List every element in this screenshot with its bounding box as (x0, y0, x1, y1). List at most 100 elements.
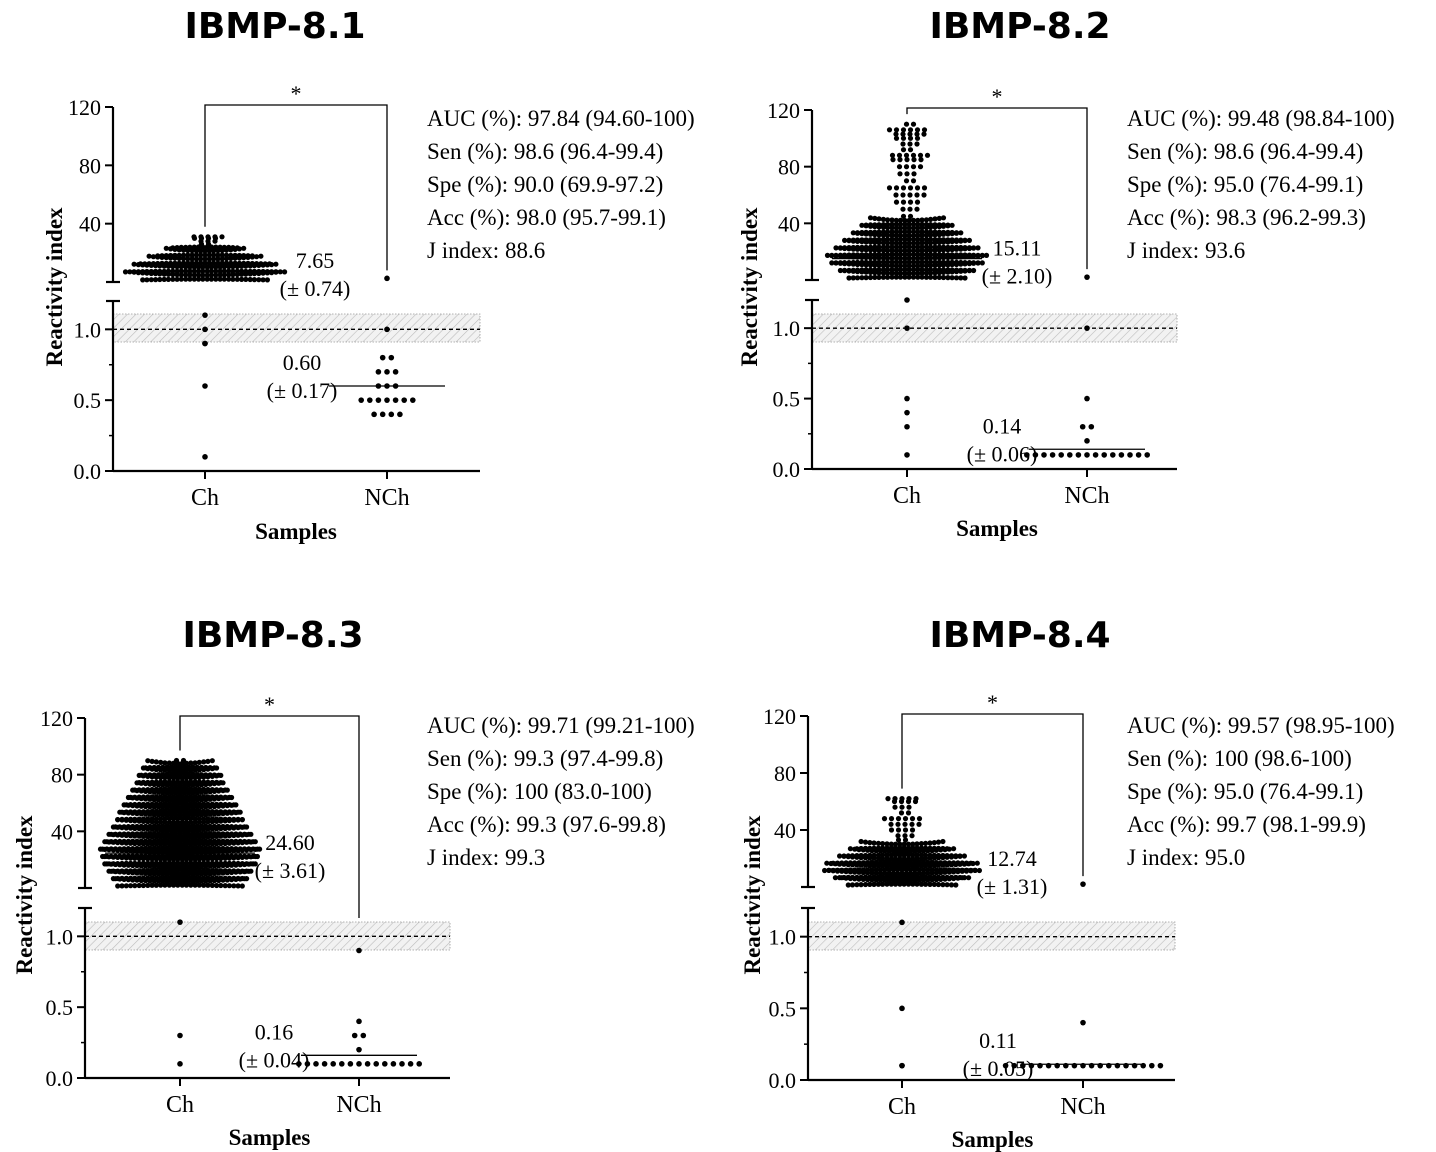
ch-point (222, 787, 228, 793)
ch-point (249, 253, 255, 259)
panel-title: IBMP-8.4 (929, 615, 1110, 656)
ch-point (149, 816, 155, 822)
ch-point (919, 263, 925, 269)
ch-point (190, 845, 196, 851)
nch-point (1024, 452, 1030, 458)
ch-point (893, 135, 900, 141)
ch-point (909, 821, 915, 827)
ch-point (873, 859, 879, 866)
ch-point (875, 874, 882, 880)
ch-point (258, 253, 264, 259)
ch-point (893, 229, 899, 235)
ch-point (900, 131, 906, 137)
ch-point (231, 860, 237, 867)
ch-point (211, 853, 217, 859)
nch-point (371, 411, 377, 418)
ch-point (911, 157, 917, 163)
ch-point (924, 152, 931, 158)
ch-point (837, 260, 844, 266)
ch-point (859, 252, 865, 258)
ch-point (214, 779, 220, 786)
ch-point (175, 819, 181, 826)
ch-point (220, 823, 226, 830)
nch-point (1041, 452, 1047, 458)
ch-point (897, 217, 904, 223)
ch-point (183, 779, 189, 785)
ch-point (976, 867, 983, 874)
ch-point (837, 267, 844, 274)
nch-point (1084, 452, 1090, 458)
ch-point (162, 760, 168, 766)
ch-point (254, 254, 260, 260)
ch-point (165, 276, 171, 282)
ch-point (140, 277, 146, 283)
ch-point (893, 270, 899, 276)
x-axis-label: Samples (952, 1127, 1034, 1152)
ch-point (906, 259, 912, 265)
ch-point (196, 875, 202, 881)
ch-point (207, 845, 213, 852)
ch-point (906, 796, 912, 802)
ch-point (940, 267, 947, 273)
ch-point (893, 274, 899, 280)
ch-point (246, 846, 252, 852)
y-tick-label: 0.0 (46, 1066, 74, 1091)
panel-ibmp-8-3: IBMP-8.3 Ch NCh 0.0 0.5 1.0 40 80 120 Reactivity … (12, 615, 695, 1150)
ch-point (223, 260, 230, 266)
ch-point (194, 845, 200, 851)
ch-point (153, 867, 159, 874)
ch-point (192, 875, 198, 881)
ch-point (130, 846, 136, 852)
ch-point (221, 272, 227, 278)
ch-point (945, 229, 951, 235)
ch-point (889, 263, 895, 269)
ch-point (839, 860, 845, 866)
ch-point (903, 152, 910, 158)
ch-point (207, 853, 213, 859)
ch-point (192, 801, 198, 807)
ch-point (206, 248, 212, 254)
ch-point (211, 845, 217, 852)
ch-point (906, 221, 912, 227)
ch-point (854, 846, 860, 852)
ch-point (850, 244, 856, 251)
ch-point (889, 259, 895, 265)
ch-point (198, 252, 204, 258)
ch-point (842, 267, 848, 273)
ch-point (971, 245, 977, 251)
ch-point (882, 859, 888, 866)
ch-point (833, 252, 839, 258)
ch-point (936, 274, 942, 280)
y-tick-label: 80 (778, 155, 800, 180)
ch-point (147, 772, 153, 778)
ch-point (842, 260, 848, 266)
ch-point (945, 275, 951, 281)
ch-point (837, 245, 844, 251)
ch-point (899, 919, 905, 926)
ch-point (222, 860, 228, 866)
ch-point (902, 236, 908, 242)
sem-label-ch: (± 3.61) (255, 858, 326, 883)
ch-point (203, 838, 209, 844)
ch-point (106, 861, 112, 867)
ch-point (218, 787, 224, 793)
ch-point (900, 192, 906, 198)
ch-point (209, 875, 215, 881)
ch-point (166, 801, 172, 807)
y-tick-label: 80 (51, 763, 73, 788)
ch-point (948, 853, 955, 859)
ch-point (940, 274, 947, 281)
ch-point (194, 772, 200, 778)
ch-point (897, 248, 904, 254)
ch-point (164, 853, 170, 859)
ch-point (910, 267, 917, 273)
ch-point (193, 248, 199, 254)
ch-point (223, 252, 230, 258)
ch-point (884, 845, 890, 851)
ch-point (108, 831, 114, 837)
ch-point (893, 251, 899, 258)
nch-point (384, 326, 390, 333)
ch-point (928, 267, 934, 273)
ch-point (241, 824, 248, 830)
ch-point (226, 276, 232, 282)
